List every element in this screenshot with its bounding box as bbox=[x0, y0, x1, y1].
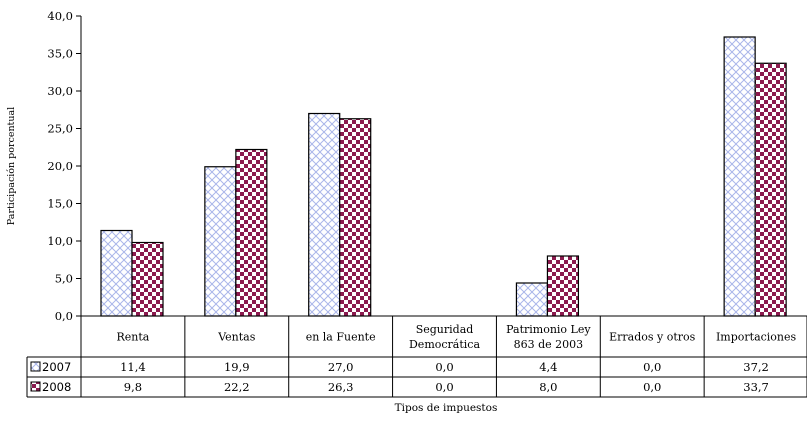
category-label: 863 de 2003 bbox=[514, 338, 584, 351]
bar-2008-4 bbox=[546, 255, 580, 317]
legend-label-2008: 2008 bbox=[42, 380, 71, 394]
y-tick-label: 0,0 bbox=[55, 309, 73, 323]
y-tick-label: 25,0 bbox=[47, 122, 73, 136]
category-label: Democrática bbox=[409, 338, 480, 351]
category-label: Errados y otros bbox=[609, 331, 696, 344]
category-label: Patrimonio Ley bbox=[506, 323, 591, 336]
data-label-2007: 4,4 bbox=[539, 360, 557, 374]
bar-2008-6 bbox=[754, 62, 787, 317]
data-label-2008: 22,2 bbox=[224, 380, 250, 394]
category-label: Renta bbox=[116, 331, 149, 344]
y-tick-label: 5,0 bbox=[55, 272, 73, 286]
bar-2007-4 bbox=[515, 282, 549, 317]
bar-2007-1 bbox=[204, 166, 237, 317]
bar-2008-1 bbox=[235, 148, 268, 317]
bar-2007-6 bbox=[723, 36, 756, 317]
category-label: en la Fuente bbox=[306, 331, 376, 344]
bar-2007-2 bbox=[308, 112, 341, 317]
legend-swatch-2008 bbox=[30, 381, 41, 392]
y-tick-label: 35,0 bbox=[47, 47, 73, 61]
bars bbox=[100, 36, 787, 317]
y-tick-label: 40,0 bbox=[47, 9, 73, 23]
category-label: Importaciones bbox=[716, 331, 797, 344]
data-label-2007: 11,4 bbox=[120, 360, 146, 374]
y-tick-label: 15,0 bbox=[47, 197, 73, 211]
data-label-2008: 0,0 bbox=[643, 380, 661, 394]
bar-2007-0 bbox=[100, 229, 133, 317]
legend-swatch-2007 bbox=[30, 361, 41, 372]
data-label-2008: 8,0 bbox=[539, 380, 557, 394]
bar-2008-0 bbox=[131, 241, 164, 317]
data-label-2008: 0,0 bbox=[435, 380, 453, 394]
category-label: Seguridad bbox=[416, 323, 474, 336]
y-tick-label: 20,0 bbox=[47, 159, 73, 173]
y-tick-label: 30,0 bbox=[47, 84, 73, 98]
x-axis-label: Tipos de impuestos bbox=[395, 402, 498, 414]
data-table: Renta Ventas en la Fuente Seguridad Democrát… bbox=[26, 315, 807, 398]
data-label-2007: 27,0 bbox=[328, 360, 354, 374]
y-tick-label: 10,0 bbox=[47, 234, 73, 248]
data-label-2007: 0,0 bbox=[435, 360, 453, 374]
bar-2008-2 bbox=[339, 118, 372, 317]
legend-label-2007: 2007 bbox=[42, 360, 71, 374]
data-label-2007: 19,9 bbox=[224, 360, 250, 374]
data-label-2007: 37,2 bbox=[743, 360, 769, 374]
data-label-2008: 26,3 bbox=[328, 380, 354, 394]
data-label-2007: 0,0 bbox=[643, 360, 661, 374]
data-label-2008: 33,7 bbox=[743, 380, 769, 394]
category-label: Ventas bbox=[217, 331, 256, 344]
y-axis-label: Participación porcentual bbox=[6, 107, 17, 225]
y-axis: 0,0 5,0 10,0 15,0 20,0 25,0 30,0 35,0 40,0 bbox=[47, 9, 82, 323]
data-label-2008: 9,8 bbox=[124, 380, 142, 394]
